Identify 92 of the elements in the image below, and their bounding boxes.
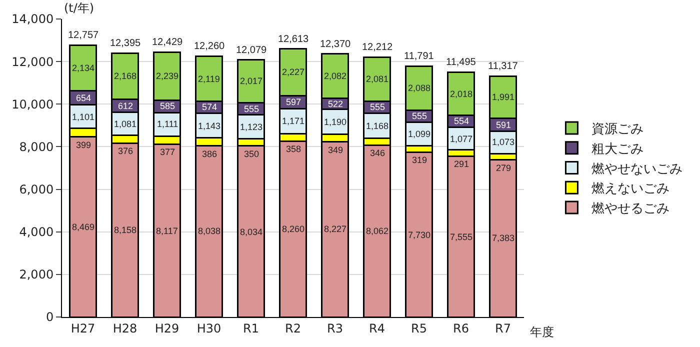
data-label: 350	[244, 149, 260, 159]
data-label: 8,260	[282, 224, 305, 234]
data-label: 8,117	[156, 226, 178, 236]
data-label: 574	[202, 102, 218, 112]
data-label: 1,168	[366, 121, 389, 131]
data-label: 291	[454, 159, 470, 169]
x-tick-label: R1	[243, 321, 259, 336]
data-label: 1,099	[408, 129, 431, 139]
x-tick-label: H27	[70, 321, 96, 336]
data-label: 1,073	[492, 137, 515, 147]
data-label: 2,227	[282, 67, 305, 77]
legend-label: 資源ごみ	[592, 122, 644, 138]
data-label: 399	[76, 140, 92, 150]
x-tick-label: R3	[327, 321, 343, 336]
data-label: 8,469	[72, 222, 95, 232]
data-label: 1,101	[72, 112, 95, 122]
total-label: 12,395	[110, 38, 142, 49]
data-label: 2,239	[156, 71, 179, 81]
total-label: 12,079	[236, 45, 268, 56]
data-label: 376	[118, 146, 134, 156]
x-tick-label: R2	[285, 321, 301, 336]
total-label: 12,260	[194, 41, 226, 52]
data-label: 1,991	[492, 92, 515, 102]
data-label: 522	[328, 99, 344, 109]
data-label: 597	[286, 97, 302, 107]
x-tick-label: H28	[112, 321, 138, 336]
data-label: 349	[328, 145, 344, 155]
x-tick-label: R6	[453, 321, 469, 336]
data-label: 1,190	[324, 117, 347, 127]
data-label: 555	[412, 111, 428, 121]
data-label: 346	[370, 148, 386, 158]
data-label: 8,038	[198, 226, 221, 236]
x-tick-label: R4	[369, 321, 385, 336]
legend-label: 燃やせないごみ	[592, 162, 683, 177]
data-label: 1,171	[282, 116, 305, 126]
x-axis-title: 年度	[530, 325, 554, 339]
data-label: 555	[244, 104, 260, 114]
data-label: 319	[412, 155, 428, 165]
data-label: 2,082	[324, 71, 347, 81]
data-label: 279	[496, 163, 512, 173]
data-label: 555	[370, 102, 386, 112]
legend-label: 燃やせるごみ	[592, 202, 670, 217]
y-tick-label: 14,000	[12, 12, 54, 26]
legend-label: 粗大ごみ	[592, 142, 644, 157]
data-label: 2,119	[198, 74, 220, 84]
total-label: 11,317	[488, 61, 518, 72]
y-tick-label: 12,000	[12, 54, 54, 69]
x-tick-label: R7	[495, 321, 511, 336]
data-label: 612	[118, 101, 134, 111]
data-label: 1,143	[198, 121, 221, 131]
data-label: 1,077	[450, 134, 473, 144]
total-label: 11,495	[446, 57, 476, 68]
data-label: 1,081	[114, 119, 137, 129]
total-label: 12,757	[68, 30, 100, 41]
data-label: 7,555	[450, 232, 473, 242]
data-label: 654	[76, 93, 92, 103]
data-label: 386	[202, 149, 218, 159]
data-label: 2,134	[72, 63, 95, 73]
legend-label: 燃えないごみ	[592, 182, 670, 197]
data-label: 1,111	[157, 119, 178, 129]
y-tick-label: 6,000	[19, 182, 54, 196]
data-label: 585	[160, 101, 176, 111]
y-axis-title: (t/年)	[64, 1, 94, 15]
y-tick-label: 10,000	[12, 97, 54, 112]
y-tick-label: 0	[46, 310, 54, 324]
data-label: 554	[454, 116, 470, 126]
data-label: 8,227	[324, 224, 347, 234]
total-label: 11,791	[404, 51, 434, 62]
x-tick-label: H29	[154, 321, 180, 336]
total-label: 12,212	[362, 42, 394, 53]
total-label: 12,429	[152, 37, 184, 48]
y-tick-label: 2,000	[19, 268, 54, 282]
data-label: 2,168	[114, 71, 137, 81]
data-label: 7,383	[492, 233, 515, 243]
data-label: 358	[286, 144, 302, 154]
total-label: 12,613	[278, 34, 310, 45]
data-label: 7,730	[408, 230, 431, 240]
y-tick-label: 8,000	[19, 140, 54, 154]
data-label: 377	[160, 147, 176, 157]
x-tick-label: R5	[411, 321, 427, 336]
data-label: 2,081	[366, 74, 389, 84]
data-label: 2,017	[240, 76, 263, 86]
total-label: 12,370	[320, 39, 352, 50]
data-label: 2,018	[450, 89, 473, 99]
data-label: 1,123	[240, 122, 263, 132]
data-label: 8,062	[366, 226, 389, 236]
y-tick-label: 4,000	[19, 225, 54, 240]
data-label: 8,034	[240, 227, 263, 237]
x-tick-label: H30	[196, 321, 222, 336]
data-label: 2,088	[408, 83, 431, 93]
data-label: 8,158	[114, 225, 137, 235]
data-label: 591	[496, 120, 512, 130]
